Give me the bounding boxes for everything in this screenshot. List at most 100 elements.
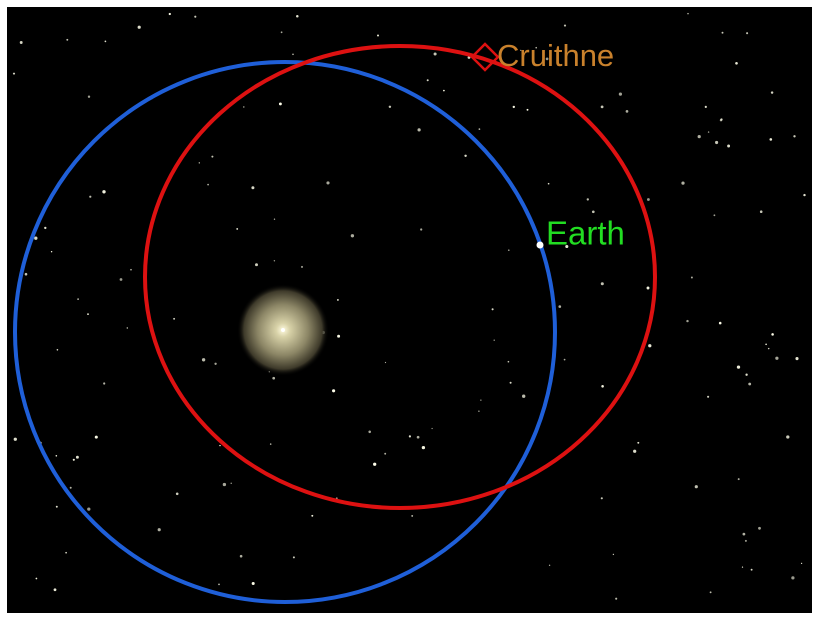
star [795,357,799,361]
star [507,249,510,252]
star [119,278,123,281]
star [19,41,23,44]
star [218,583,220,586]
star [388,105,392,109]
star [800,562,803,565]
star [201,358,206,362]
star [157,528,161,532]
star [545,57,549,61]
star [255,263,258,267]
star [558,305,562,308]
star [601,385,604,388]
star [426,79,429,82]
star [194,15,197,18]
star [648,344,652,348]
star [707,131,710,133]
star [126,327,129,329]
cruithne-label: Cruithne [497,38,614,73]
star [433,52,437,56]
star [478,410,480,412]
star [411,514,414,517]
star [251,581,255,586]
star [431,427,433,430]
star [493,339,495,341]
star [103,382,106,385]
star [384,361,387,364]
star [417,128,421,132]
star [721,31,724,34]
star [87,95,91,98]
star [509,381,512,384]
star [55,505,58,508]
star [547,182,550,185]
star [507,360,510,363]
star [709,591,712,594]
star [243,106,245,108]
star [786,435,790,439]
star [420,228,423,231]
star [548,564,551,566]
space-background [7,7,812,613]
star [53,588,57,592]
cruithne-marker [470,42,500,72]
star [130,268,132,271]
star [269,443,272,445]
star [94,435,98,439]
earth-label: Earth [546,215,625,252]
star [87,313,89,315]
star [44,226,47,230]
star [775,356,779,360]
star [272,376,276,380]
star [769,138,773,141]
star [741,566,744,568]
star [66,38,69,41]
star [368,430,371,434]
star [745,373,748,376]
star [697,134,701,139]
star [443,89,445,92]
star [690,276,693,279]
star [77,298,79,300]
star [694,485,698,489]
star [219,444,221,447]
star [737,478,740,481]
star [464,154,467,158]
star [746,32,749,35]
star [803,193,806,197]
star [89,195,92,198]
star [173,317,176,320]
earth-marker [536,241,544,249]
star [273,260,276,262]
star [625,110,629,113]
cruithne-orbit [143,44,657,510]
star [600,497,603,500]
star [720,118,723,121]
star [102,190,106,194]
star [278,102,282,106]
star [586,198,589,201]
star [633,449,637,453]
star [350,234,355,238]
star [618,92,623,96]
star [72,458,75,461]
star [591,210,595,214]
star [230,482,232,484]
star [137,25,141,29]
star [13,437,17,441]
star [718,321,722,325]
star [236,227,239,230]
star [758,526,761,530]
star [55,455,58,457]
star [715,140,719,145]
star [336,298,339,301]
star [704,105,707,109]
star [222,482,227,487]
star [793,135,796,138]
star [600,282,604,286]
star [478,128,481,130]
star [56,349,59,351]
star [791,576,795,580]
star [512,105,515,109]
star [744,539,747,542]
